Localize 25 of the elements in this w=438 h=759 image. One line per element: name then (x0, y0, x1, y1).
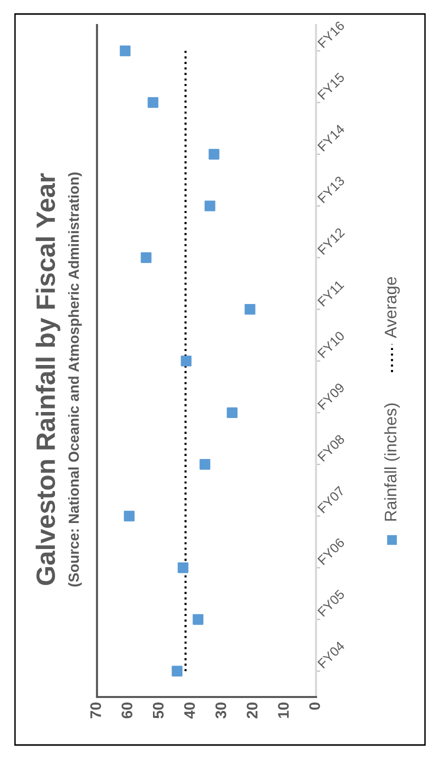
x-tick-label: 50 (152, 702, 164, 718)
point (120, 45, 131, 56)
x-tick-label: 40 (184, 702, 195, 719)
text: Rainfall (inches) (384, 404, 400, 521)
x-tick-label: 30 (215, 702, 226, 718)
x-tick-label: 20 (246, 702, 258, 718)
point (226, 407, 238, 418)
point (180, 356, 192, 366)
point (204, 200, 216, 212)
point (148, 97, 158, 108)
text: (Source: National Oceanic and Atmospheric Administration) (68, 172, 82, 586)
x-tick-label: 60 (122, 702, 132, 718)
x-tick-label: 70 (90, 702, 102, 718)
point (172, 666, 182, 677)
point (140, 252, 152, 263)
point (244, 304, 256, 315)
point (208, 148, 220, 160)
point (178, 562, 188, 574)
point (124, 510, 135, 522)
point (192, 614, 204, 625)
text: Average (384, 277, 400, 338)
x-tick-label: 10 (278, 702, 289, 718)
point (200, 459, 210, 470)
text: Galveston Rainfall by Fiscal Year (36, 173, 60, 585)
x-tick-label: 0 (309, 702, 320, 710)
